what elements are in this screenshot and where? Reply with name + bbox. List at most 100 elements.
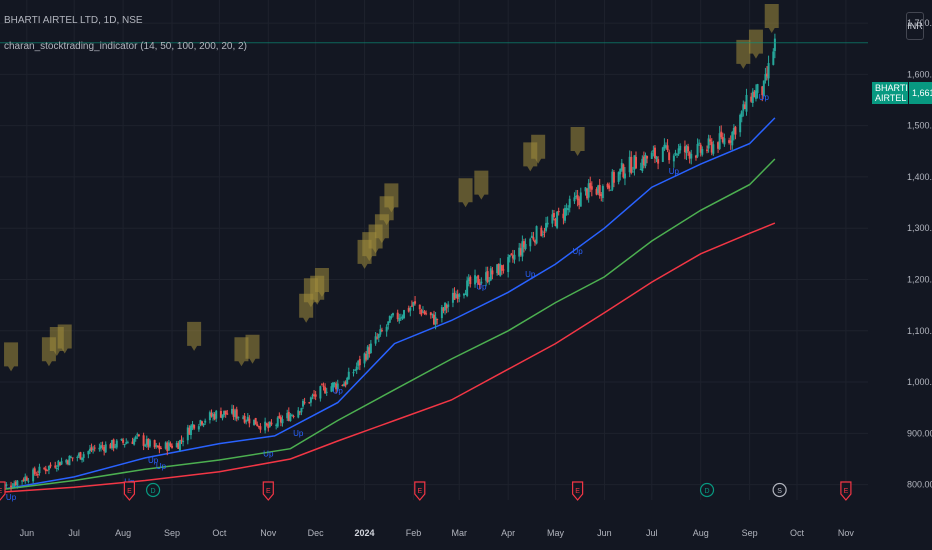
candle-body — [444, 302, 447, 311]
event-marker-earnings[interactable]: E — [840, 481, 852, 501]
candle-body — [302, 400, 305, 407]
candle-body — [762, 80, 765, 97]
signal-marker — [570, 127, 585, 157]
candle-body — [590, 186, 593, 190]
candle-body — [751, 91, 754, 103]
candle-body — [287, 411, 290, 421]
x-tick-label: Aug — [115, 528, 131, 538]
indicator-legend[interactable]: charan_stocktrading_indicator (14, 50, 1… — [4, 41, 247, 52]
candle-body — [246, 416, 249, 421]
candle-body — [546, 222, 549, 225]
candle-body — [600, 194, 603, 197]
y-tick-label: 1,200.00 — [907, 274, 932, 284]
candle-body — [442, 308, 445, 311]
candle-body — [657, 159, 660, 164]
event-marker-earnings[interactable]: E — [572, 481, 584, 501]
candle-body — [134, 436, 137, 440]
candle-body — [319, 386, 322, 399]
candle-body — [215, 410, 218, 419]
candle-body — [433, 314, 435, 325]
candle-body — [131, 441, 134, 444]
candle-body — [292, 415, 295, 417]
candle-body — [407, 308, 410, 312]
candle-body — [502, 269, 505, 271]
event-marker-dividend[interactable]: D — [699, 482, 715, 498]
candle-body — [88, 448, 91, 452]
candle-body — [16, 480, 19, 486]
currency-button[interactable]: INR — [906, 12, 924, 40]
candle-body — [235, 409, 238, 419]
candle-body — [650, 152, 653, 159]
candle-body — [224, 410, 227, 415]
candle-body — [289, 414, 292, 422]
candle-body — [81, 457, 84, 461]
event-marker-earnings[interactable]: E — [414, 481, 426, 501]
candle-body — [38, 466, 41, 474]
event-shape — [123, 481, 136, 501]
price-axis[interactable]: 1,700.00 1,600.00 1,500.00 1,400.00 1,300.00… — [907, 18, 932, 490]
candle-body — [513, 254, 516, 260]
candle-body — [764, 74, 767, 81]
candle-body — [355, 366, 358, 371]
candle-body — [213, 414, 216, 420]
candle-body — [33, 468, 36, 474]
candle-body — [723, 138, 726, 145]
candle-body — [756, 84, 759, 93]
candle-body — [551, 214, 554, 224]
x-tick-label: Feb — [406, 528, 422, 538]
candle-body — [226, 413, 229, 415]
candle-body — [403, 310, 406, 319]
candle-body — [68, 455, 71, 466]
signal-marker — [458, 178, 473, 208]
event-markers[interactable]: EEDEEEDSE — [0, 481, 852, 501]
candle-body — [530, 235, 533, 238]
event-letter: E — [417, 488, 422, 495]
candle-body — [259, 426, 262, 430]
candle-body — [587, 183, 590, 198]
candle-body — [55, 468, 58, 470]
candle-body — [344, 382, 347, 386]
candle-body — [611, 171, 614, 190]
candle-body — [396, 312, 399, 320]
candle-body — [76, 456, 79, 458]
candle-body — [153, 440, 156, 448]
signal-marker — [4, 342, 19, 372]
candle-body — [576, 195, 579, 201]
candle-body — [475, 276, 478, 278]
candle-body — [491, 270, 494, 275]
event-marker-earnings[interactable]: E — [262, 481, 274, 501]
candle-body — [606, 183, 609, 188]
candle-body — [718, 133, 721, 149]
event-marker-split[interactable]: S — [772, 482, 787, 498]
event-marker-earnings[interactable]: E — [0, 481, 6, 501]
event-marker-earnings[interactable]: E — [123, 481, 136, 501]
candle-body — [309, 397, 312, 403]
candle-body — [683, 146, 686, 153]
candle-body — [391, 313, 394, 316]
candle-body — [199, 420, 202, 425]
x-tick-label: Sep — [742, 528, 758, 538]
candle-body — [358, 359, 361, 366]
candle-body — [696, 144, 699, 157]
event-shape — [262, 481, 274, 501]
candle-body — [641, 158, 644, 172]
candle-body — [728, 140, 731, 143]
symbol-title[interactable]: BHARTI AIRTEL LTD, 1D, NSE — [4, 15, 143, 26]
candle-body — [311, 395, 314, 397]
candle-body — [253, 419, 256, 426]
time-axis[interactable]: Jun Jul Aug Sep Oct Nov Dec 2024 Feb Mar Apr May Jun… — [20, 528, 855, 538]
up-marker: Up — [263, 449, 274, 458]
candle-body — [729, 140, 732, 143]
candle-body — [47, 465, 50, 471]
event-letter: S — [777, 488, 782, 495]
candle-body — [486, 271, 489, 282]
candle-body — [90, 447, 93, 451]
candle-body — [155, 445, 158, 447]
candle-body — [232, 409, 235, 417]
candle-body — [376, 337, 379, 339]
candle-body — [420, 309, 423, 315]
event-marker-dividend[interactable]: D — [145, 482, 161, 498]
candle-body — [369, 343, 372, 354]
candle-body — [123, 444, 126, 446]
